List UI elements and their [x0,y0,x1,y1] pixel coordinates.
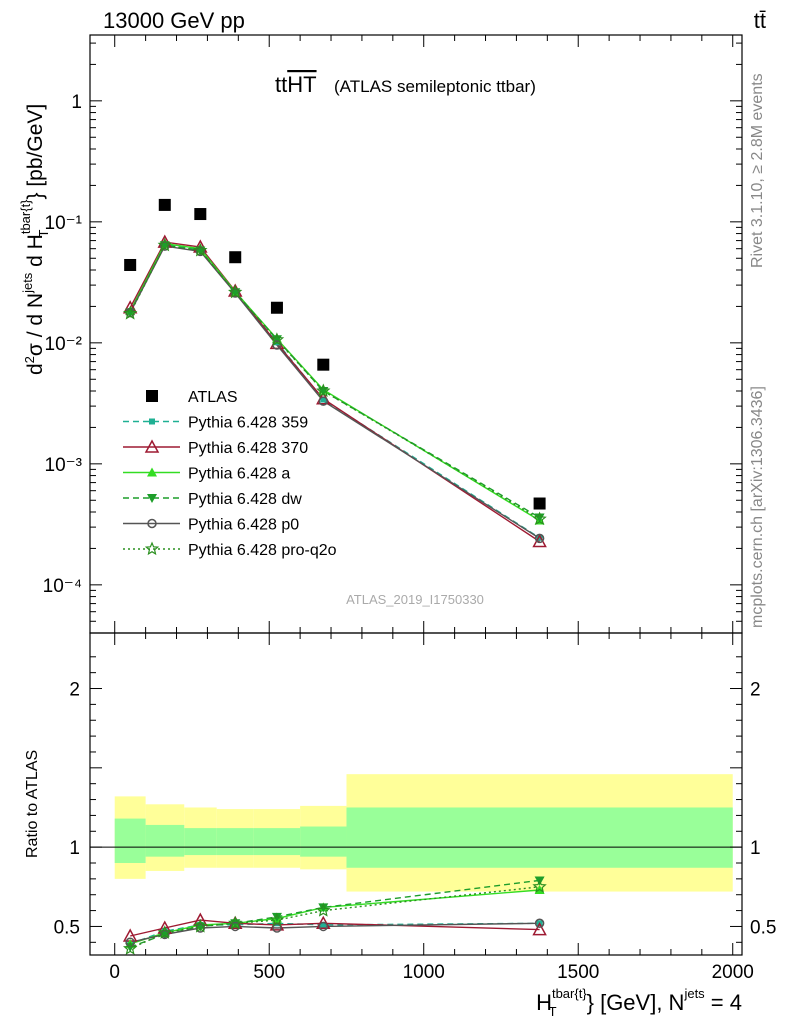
ratio-point-5-0 [123,941,138,955]
ratio-line-2 [129,889,540,945]
main-y-tick-label: 10⁻¹ [45,213,83,234]
plot-title-overline: HT [287,72,316,97]
legend-marker-1 [149,418,155,425]
main-point-0-3 [229,251,242,264]
x-tick-label: 0 [109,962,120,983]
ratio-line-5 [129,886,540,950]
legend-marker-4 [147,494,157,503]
main-point-0-1 [158,198,171,211]
ratio-point-4-4 [272,923,282,933]
ratio-y-tick-label: 1 [69,838,80,859]
legend-marker-0 [146,390,158,402]
main-point-0-4 [270,301,283,314]
x-tick-label: 1500 [557,962,599,983]
legend-label-1: Pythia 6.428 359 [188,415,308,432]
plot-subtitle: (ATLAS semileptonic ttbar) [334,77,536,96]
ratio-point-5-4 [269,912,285,927]
main-point-6-1 [157,237,173,252]
legend-label-3: Pythia 6.428 a [188,466,290,483]
legend: ATLAS Pythia 6.428 359 Pythia 6.428 370 Pyt… [123,389,337,559]
ratio-point-3-5 [318,903,329,913]
inner-band-5 [300,826,347,857]
inner-band-2 [184,828,217,856]
ratio-bands [90,774,742,892]
ratio-point-5-5 [316,903,331,917]
ratio-point-3-4 [271,912,282,922]
ratio-point-4-0 [125,937,135,948]
ratio-point-5-1 [157,925,173,939]
ratio-point-4-6 [534,918,545,929]
main-point-4-6 [534,513,545,523]
ratio-y-tick-label-right: 1 [750,838,761,859]
x-tick-label: 500 [253,962,285,983]
main-point-0-5 [317,358,330,371]
main-point-0-0 [124,258,137,271]
legend-label-2: Pythia 6.428 370 [188,440,308,457]
main-y-tick-label: 10⁻³ [45,455,83,476]
rivet-label: Rivet 3.1.10, ≥ 2.8M events [749,73,766,268]
legend-marker-2 [144,439,160,453]
x-tick-label: 2000 [712,962,754,983]
ratio-point-4-2 [195,923,206,933]
mcplots-label: mcplots.cern.ch [arXiv:1306.3436] [749,386,766,628]
main-y-tick-label: 10⁻² [45,334,83,355]
ratio-y-tick-label: 0.5 [54,917,80,938]
main-point-5-2 [195,246,206,257]
main-point-5-5 [318,396,329,406]
main-point-6-5 [316,383,331,398]
main-point-6-4 [269,332,285,346]
ratio-y-tick-label: 2 [69,680,80,701]
legend-marker-6 [144,541,160,556]
y-axis-label: d2σ / d Njets d Htbar{t} T} [pb/GeV] [18,104,51,375]
main-y-tick-label: 10⁻⁴ [43,576,82,597]
inner-band-0 [114,818,146,863]
ratio-point-5-2 [193,918,208,933]
ratio-point-4-5 [318,921,329,932]
ratio-point-1-6 [532,922,547,936]
main-point-5-6 [534,533,545,544]
main-point-5-1 [160,241,170,251]
legend-marker-3 [147,467,157,477]
ratio-y-label: Ratio to ATLAS [24,750,41,858]
plot-title-base: tt [275,72,287,97]
ratio-frame [89,632,743,956]
legend-label-0: ATLAS [188,389,238,406]
legend-marker-5 [147,518,157,529]
ratio-point-5-3 [227,915,243,930]
main-series-markers [122,198,547,548]
x-axis-label: Htbar{t} T} [GeV], Njets = 4 [536,986,742,1019]
main-point-0-6 [533,497,546,510]
plot-title: ttHT [275,72,317,97]
ratio-point-5-6 [532,879,547,893]
ratio-y-tick-label-right: 0.5 [750,917,776,938]
main-point-0-2 [194,208,207,221]
main-y-tick-label: 1 [71,92,82,113]
inner-band-3 [216,828,254,856]
watermark: ATLAS_2019_I1750330 [346,592,484,607]
main-point-6-0 [123,305,138,320]
main-point-1-5 [320,396,327,403]
inner-band-6 [346,807,733,868]
main-point-6-2 [193,242,208,257]
ratio-point-4-3 [230,921,240,932]
ratio-series-markers [122,876,547,955]
x-tick-label: 1000 [403,962,445,983]
ratio-point-0-5 [320,921,327,928]
energy-label: 13000 GeV pp [103,8,245,33]
inner-band-1 [145,824,185,857]
main-point-6-6 [532,511,547,526]
main-point-6-3 [228,284,243,299]
ratio-y-tick-label-right: 2 [750,680,761,701]
legend-label-4: Pythia 6.428 dw [188,491,302,508]
legend-label-5: Pythia 6.428 p0 [188,517,299,534]
main-point-5-3 [230,288,240,298]
ratio-point-4-1 [160,929,170,940]
inner-band-4 [253,828,301,856]
main-point-1-6 [536,534,543,541]
process-label: tt̄ [754,8,766,33]
legend-label-6: Pythia 6.428 pro-q2o [188,542,337,559]
